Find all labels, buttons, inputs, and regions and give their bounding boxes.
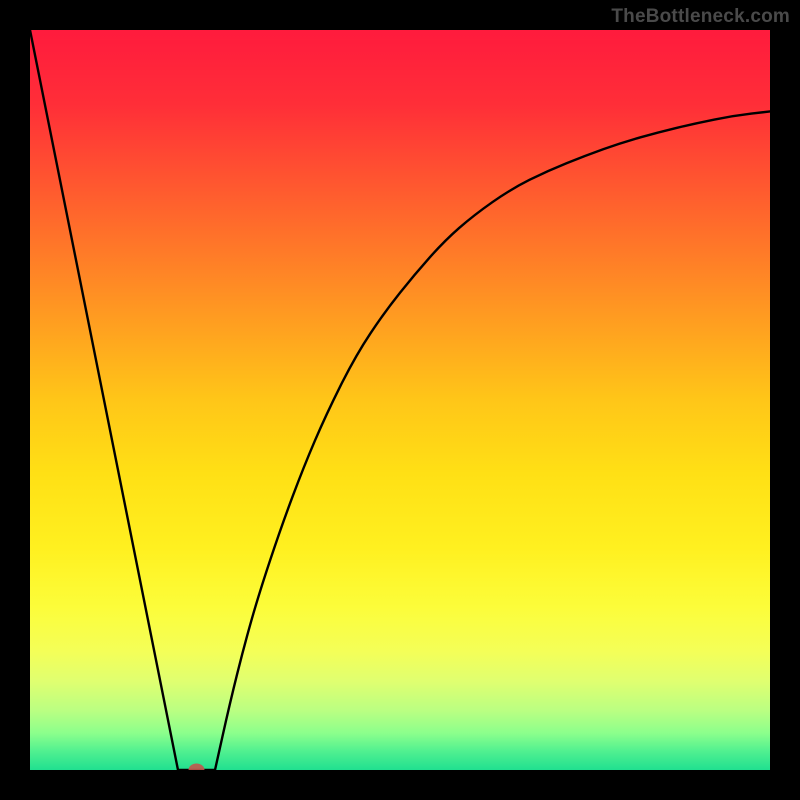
chart-frame: TheBottleneck.com <box>0 0 800 800</box>
plot-background <box>30 30 770 770</box>
watermark-label: TheBottleneck.com <box>611 6 790 28</box>
bottleneck-plot <box>30 30 770 770</box>
